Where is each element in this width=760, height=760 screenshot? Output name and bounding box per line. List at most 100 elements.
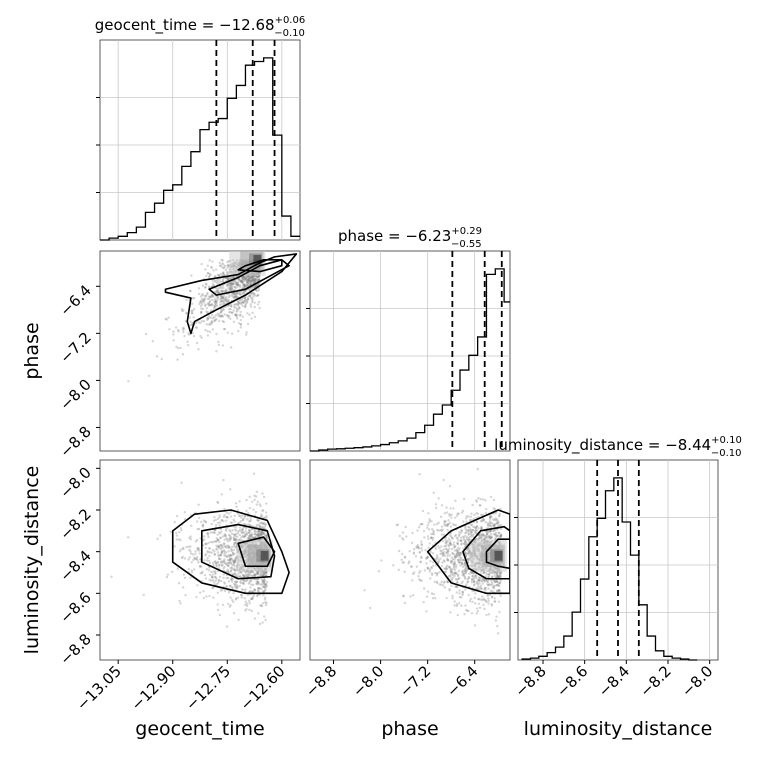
sample-point (229, 578, 233, 582)
sample-point (432, 533, 436, 536)
sample-point (487, 575, 491, 579)
sample-point (498, 531, 501, 535)
sample-point (464, 543, 468, 546)
sample-point (243, 278, 246, 281)
sample-point (210, 302, 214, 306)
sample-point (250, 300, 254, 304)
sample-point (431, 597, 435, 600)
x-tick-label: −8.0 (349, 662, 387, 700)
sample-point (214, 560, 217, 563)
sample-point (460, 542, 464, 545)
sample-point (457, 554, 460, 558)
sample-point (251, 279, 255, 282)
sample-point (244, 530, 247, 533)
sample-point (232, 611, 236, 615)
sample-point (228, 557, 232, 560)
sample-point (242, 275, 245, 278)
sample-point (206, 271, 210, 275)
sample-point (203, 535, 206, 538)
sample-point (498, 582, 502, 585)
sample-point (491, 575, 494, 579)
sample-point (251, 292, 254, 295)
sample-point (215, 537, 218, 540)
sample-point (464, 588, 467, 591)
sample-point (208, 561, 212, 565)
sample-point (459, 552, 462, 555)
sample-point (229, 557, 232, 561)
sample-point (407, 562, 410, 565)
sample-point (265, 514, 268, 518)
sample-point (420, 543, 424, 547)
sample-point (229, 488, 232, 491)
sample-point (482, 578, 485, 581)
sample-point (205, 323, 208, 326)
sample-point (468, 599, 472, 603)
sample-point (448, 541, 452, 545)
sample-point (190, 309, 193, 313)
sample-point (248, 506, 252, 510)
sample-point (252, 295, 255, 298)
sample-point (238, 278, 241, 281)
sample-point (223, 554, 226, 557)
sample-point (415, 565, 419, 568)
sample-point (229, 535, 233, 539)
sample-point (466, 548, 469, 551)
geocent_time-title: geocent_time = −12.68+0.06 −0.10 (95, 15, 305, 39)
sample-point (435, 554, 439, 557)
sample-point (214, 318, 217, 322)
sample-point (223, 297, 227, 300)
sample-point (397, 568, 400, 572)
sample-point (445, 557, 449, 560)
sample-point (493, 523, 497, 526)
sample-point (431, 561, 435, 564)
sample-point (238, 314, 242, 317)
sample-point (232, 561, 236, 565)
sample-point (250, 286, 253, 290)
sample-point (218, 319, 221, 323)
sample-point (224, 298, 227, 301)
sample-point (427, 528, 431, 531)
sample-point (432, 564, 435, 568)
sample-point (245, 280, 249, 284)
sample-point (226, 568, 230, 572)
sample-point (462, 573, 465, 576)
sample-point (230, 586, 233, 589)
sample-point (184, 319, 188, 323)
sample-point (485, 600, 488, 604)
sample-point (242, 282, 245, 286)
sample-point (211, 576, 214, 579)
sample-point (449, 568, 452, 571)
sample-point (450, 536, 454, 540)
sample-point (487, 583, 491, 586)
sample-point (205, 310, 208, 313)
sample-point (480, 525, 483, 529)
sample-point (227, 277, 230, 280)
sample-point (199, 304, 203, 308)
sample-point (439, 549, 442, 553)
sample-point (257, 581, 260, 584)
sample-point (216, 295, 220, 299)
sample-point (489, 532, 493, 536)
sample-point (127, 380, 130, 383)
sample-point (452, 553, 456, 556)
sample-point (250, 532, 254, 535)
sample-point (492, 498, 496, 502)
sample-point (431, 573, 434, 577)
sample-point (208, 330, 212, 333)
sample-point (468, 572, 471, 575)
sample-point (219, 264, 223, 267)
sample-point (475, 612, 478, 615)
sample-point (264, 587, 267, 591)
sample-point (220, 518, 224, 522)
sample-point (487, 536, 491, 539)
phase-hist (306, 251, 510, 452)
sample-point (429, 559, 432, 563)
sample-point (456, 542, 459, 545)
sample-point (213, 302, 217, 306)
sample-point (261, 585, 264, 588)
sample-point (228, 605, 232, 608)
sample-point (245, 283, 248, 287)
sample-point (182, 309, 185, 312)
sample-point (468, 550, 471, 554)
